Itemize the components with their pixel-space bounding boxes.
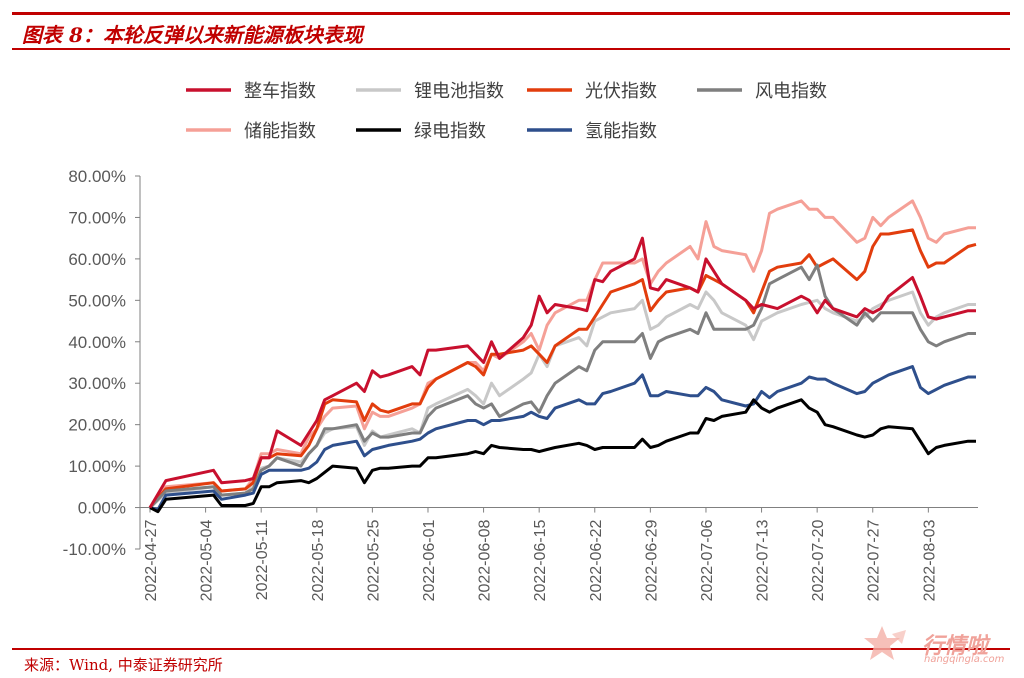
series-line-1 [148,236,976,509]
series-line-7 [149,365,976,512]
y-tick-label: 40.00% [68,333,126,352]
series-line-4 [148,263,976,509]
series-line-6 [149,398,976,514]
y-tick-label: 50.00% [68,291,126,310]
x-tick-label: 2022-05-25 [365,519,382,601]
x-tick-label: 2022-06-22 [588,519,605,601]
x-tick-label: 2022-07-13 [755,519,772,601]
y-tick-label: -10.00% [63,540,126,559]
legend-label: 风电指数 [755,81,827,102]
legend-label: 光伏指数 [585,81,657,102]
watermark-subtext: hangqingla.com [924,654,1005,665]
x-tick-label: 2022-05-11 [254,519,271,600]
source-rule [12,648,1010,650]
title-rule-top [12,12,1010,15]
x-tick-label: 2022-08-03 [921,519,938,601]
series-line-3 [148,228,977,509]
legend-label: 整车指数 [244,81,316,102]
series-line-2 [148,290,976,509]
title-rule-bottom [12,48,1010,50]
y-tick-label: 60.00% [68,250,126,269]
legend-label: 氢能指数 [585,121,657,142]
x-tick-label: 2022-04-27 [143,519,160,601]
line-chart: -10.00% 0.00% 10.00% 20.00% 30.00% 40.00% 50.0… [63,81,978,601]
x-tick-label: 2022-06-29 [643,519,660,601]
source-note: 来源：Wind, 中泰证券研究所 [24,656,223,674]
watermark-text: 行情啦 [922,634,989,659]
watermark-logo-icon [864,626,906,660]
x-tick-label: 2022-05-04 [199,519,216,601]
figure-title: 图表 8：本轮反弹以来新能源板块表现 [22,23,363,47]
legend-label: 绿电指数 [414,121,486,142]
y-tick-label: 0.00% [78,499,126,518]
y-tick-label: 20.00% [68,416,126,435]
x-tick-label: 2022-07-27 [866,519,883,601]
x-tick-label: 2022-07-06 [699,519,716,601]
x-tick-label: 2022-06-01 [421,519,438,601]
x-tick-label: 2022-07-20 [810,519,827,601]
y-tick-label: 70.00% [68,208,126,227]
x-tick-label: 2022-06-15 [532,519,549,601]
x-tick-label: 2022-06-08 [477,519,494,601]
y-tick-label: 10.00% [68,457,126,476]
y-tick-label: 80.00% [68,167,126,186]
legend-label: 储能指数 [244,121,316,142]
y-tick-label: 30.00% [68,374,126,393]
x-tick-label: 2022-05-18 [310,519,327,601]
legend-label: 锂电池指数 [414,81,504,102]
